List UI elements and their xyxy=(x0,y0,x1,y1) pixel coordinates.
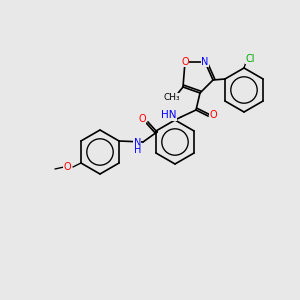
Text: O: O xyxy=(63,162,71,172)
Text: O: O xyxy=(138,114,146,124)
Text: Cl: Cl xyxy=(245,54,255,64)
Text: O: O xyxy=(209,110,217,120)
Text: H: H xyxy=(134,145,141,155)
Text: HN: HN xyxy=(160,110,176,120)
Text: N: N xyxy=(201,57,209,67)
Text: O: O xyxy=(181,57,189,67)
Text: N: N xyxy=(134,138,141,148)
Text: CH₃: CH₃ xyxy=(164,94,180,103)
